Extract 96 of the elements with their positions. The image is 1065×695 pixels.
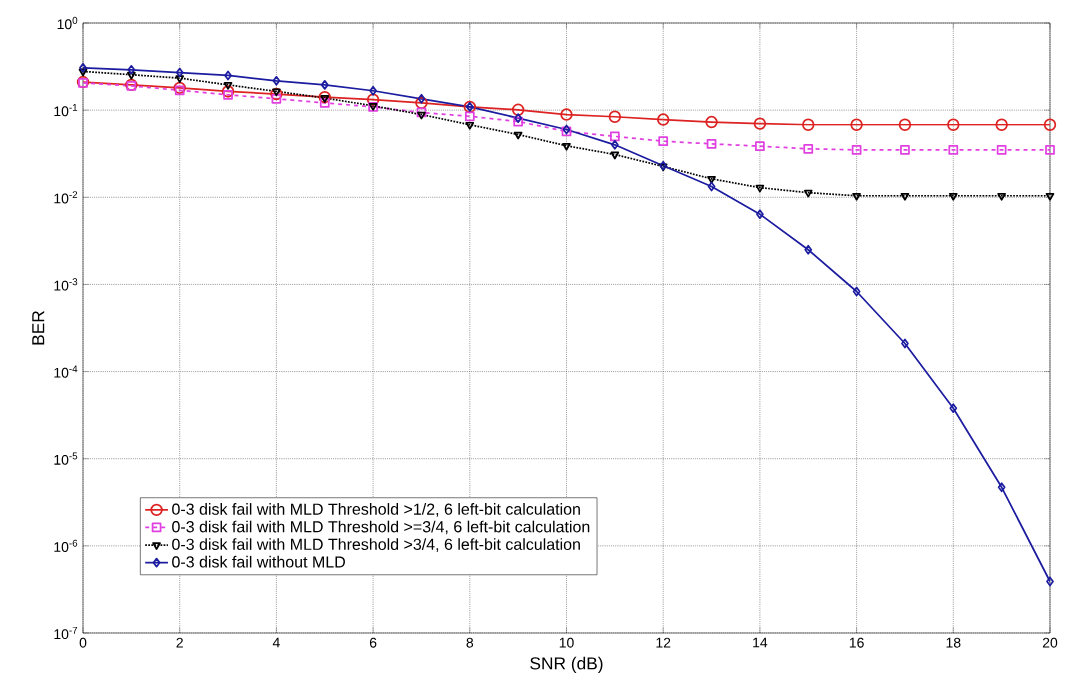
point bbox=[804, 244, 813, 255]
x-tick-label: 10 bbox=[559, 637, 574, 648]
point bbox=[320, 80, 329, 90]
point bbox=[416, 107, 427, 118]
point bbox=[272, 75, 281, 86]
point bbox=[949, 403, 958, 414]
legend-label: 0-3 disk fail with MLD Threshold >3/4, 6 left-bit calculation bbox=[172, 538, 580, 552]
x-tick-label: 14 bbox=[753, 637, 768, 648]
point bbox=[997, 482, 1006, 493]
point bbox=[221, 85, 235, 98]
point bbox=[803, 143, 814, 154]
point bbox=[995, 118, 1008, 131]
y-tick-label: 10$^{-4}$ bbox=[54, 365, 78, 378]
point bbox=[610, 139, 619, 150]
point bbox=[996, 145, 1007, 155]
point bbox=[852, 192, 861, 201]
point bbox=[658, 136, 669, 147]
y-tick-label: 10$^{-3}$ bbox=[54, 278, 78, 291]
y-tick-label: 10$^{-6}$ bbox=[54, 539, 78, 552]
point bbox=[753, 117, 767, 130]
point bbox=[948, 192, 958, 201]
point bbox=[610, 151, 620, 160]
point bbox=[898, 118, 912, 131]
point bbox=[901, 338, 909, 349]
point bbox=[270, 87, 283, 101]
point bbox=[756, 209, 764, 220]
point bbox=[174, 85, 185, 96]
y-tick-label: 10$^{-1}$ bbox=[54, 104, 78, 117]
point bbox=[127, 71, 136, 80]
point bbox=[223, 89, 233, 100]
y-tick-label: 10$^{-7}$ bbox=[54, 626, 78, 640]
point bbox=[706, 139, 717, 149]
point bbox=[900, 192, 910, 201]
x-tick-label: 8 bbox=[466, 637, 474, 648]
x-axis-title: SNR (dB) bbox=[530, 656, 603, 673]
point bbox=[1046, 576, 1054, 587]
point bbox=[320, 95, 330, 103]
point bbox=[514, 113, 523, 123]
y-axis-title: BER bbox=[32, 310, 45, 345]
x-tick-label: 18 bbox=[946, 637, 961, 648]
point bbox=[803, 189, 813, 198]
point bbox=[417, 111, 426, 120]
point bbox=[417, 93, 426, 104]
point bbox=[319, 98, 330, 108]
x-tick-label: 6 bbox=[369, 637, 377, 648]
point bbox=[175, 67, 184, 78]
point bbox=[175, 75, 185, 83]
point bbox=[755, 184, 765, 193]
point bbox=[173, 81, 186, 95]
y-tick-label: 10$^{0}$ bbox=[57, 16, 78, 30]
point bbox=[802, 118, 815, 131]
point bbox=[707, 175, 716, 184]
x-tick-label: 4 bbox=[272, 637, 280, 648]
point bbox=[997, 192, 1006, 201]
point bbox=[947, 118, 960, 131]
x-tick-label: 2 bbox=[176, 637, 183, 648]
point bbox=[562, 142, 571, 151]
point bbox=[271, 93, 282, 104]
point bbox=[900, 145, 910, 155]
point bbox=[127, 64, 136, 75]
point bbox=[223, 82, 233, 90]
point bbox=[608, 110, 622, 123]
point bbox=[1043, 118, 1057, 131]
point bbox=[609, 131, 620, 142]
y-tick-label: 10$^{-2}$ bbox=[54, 191, 78, 204]
point bbox=[1045, 145, 1055, 155]
point bbox=[366, 93, 380, 106]
point bbox=[705, 115, 718, 129]
point bbox=[707, 181, 716, 192]
point bbox=[318, 90, 331, 104]
point bbox=[369, 85, 377, 96]
y-tick-label: 10$^{-5}$ bbox=[54, 452, 78, 465]
point bbox=[415, 96, 428, 110]
point bbox=[1045, 192, 1055, 201]
legend-label: 0-3 disk fail without MLD bbox=[172, 555, 345, 568]
point bbox=[560, 108, 573, 121]
x-tick-label: 20 bbox=[1042, 637, 1058, 648]
point bbox=[656, 113, 670, 126]
point bbox=[513, 131, 523, 140]
x-tick-label: 0 bbox=[79, 637, 87, 648]
x-tick-label: 16 bbox=[849, 637, 864, 648]
point bbox=[224, 70, 232, 81]
point bbox=[852, 286, 861, 297]
point bbox=[464, 111, 475, 122]
x-tick-label: 12 bbox=[656, 637, 671, 648]
point bbox=[78, 68, 88, 77]
point bbox=[79, 62, 87, 73]
point bbox=[511, 103, 525, 116]
point bbox=[465, 121, 475, 130]
point bbox=[948, 145, 959, 155]
legend-label: 0-3 disk fail with MLD Threshold >1/2, 6 left-bit calculation bbox=[172, 503, 580, 517]
point bbox=[755, 141, 765, 152]
point bbox=[851, 145, 862, 155]
legend-label: 0-3 disk fail with MLD Threshold >=3/4, 6 left-bit calculation bbox=[172, 520, 590, 535]
point bbox=[850, 118, 863, 131]
point bbox=[513, 116, 524, 127]
